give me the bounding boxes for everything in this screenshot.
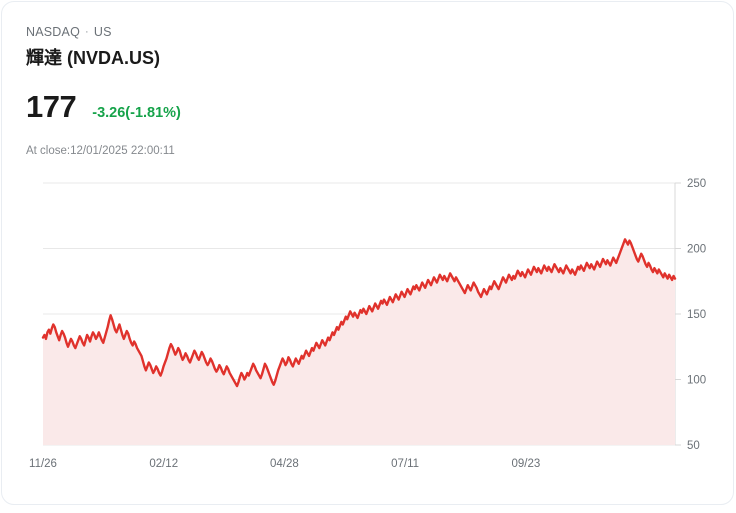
y-axis-tick-label: 200	[687, 244, 706, 256]
page-title: 輝達 (NVDA.US)	[26, 48, 160, 68]
y-axis-tick-label: 150	[687, 309, 706, 321]
y-axis-tick-label: 250	[687, 178, 706, 190]
price-chart[interactable]: 250 200 150 100 50 11/26 02/12 04/28 07/11 09/23	[2, 167, 734, 477]
price-change: -3.26(-1.81%)	[92, 105, 181, 121]
x-axis-tick-label: 02/12	[149, 458, 178, 470]
y-axis-tick-label: 100	[687, 375, 706, 387]
chart-line	[41, 238, 677, 388]
y-axis-tick-label: 50	[687, 440, 700, 452]
exchange-region-row: NASDAQ · US	[26, 24, 626, 40]
stock-quote-card: NASDAQ · US 輝達 (NVDA.US) 177 -3.26(-1.81%)…	[1, 1, 734, 505]
quote-header: NASDAQ · US 輝達 (NVDA.US)	[26, 24, 626, 71]
x-axis-tick-label: 11/26	[29, 458, 57, 470]
quote-timestamp: At close:12/01/2025 22:00:11	[26, 145, 175, 157]
current-price: 177	[26, 89, 77, 124]
separator-dot: ·	[85, 26, 89, 38]
chart-y-axis-labels: 250 200 150 100 50	[687, 178, 706, 452]
region-label: US	[93, 25, 112, 39]
x-axis-tick-label: 07/11	[391, 458, 419, 470]
chart-area-fill	[43, 239, 675, 445]
x-axis-tick-label: 04/28	[270, 458, 299, 470]
x-axis-tick-label: 09/23	[511, 458, 540, 470]
price-chart-svg[interactable]: 250 200 150 100 50 11/26 02/12 04/28 07/11 09/23	[2, 167, 734, 477]
price-row: 177 -3.26(-1.81%)	[26, 88, 181, 126]
exchange-label: NASDAQ	[26, 25, 80, 39]
chart-x-axis-labels: 11/26 02/12 04/28 07/11 09/23	[29, 458, 540, 470]
chart-axis	[674, 182, 681, 446]
